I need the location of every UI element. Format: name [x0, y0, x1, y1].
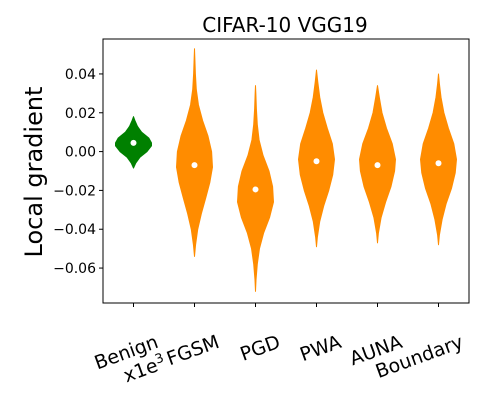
y-axis-ticks: 0.04 0.02 0.00 −0.02 −0.04 −0.06 [53, 67, 103, 277]
chart-title: CIFAR-10 VGG19 [202, 13, 367, 37]
y-tick-label: −0.06 [53, 261, 96, 277]
median-marker [435, 160, 442, 167]
x-tick-label: Benignx1e3 [92, 331, 169, 395]
violin-series-group [115, 48, 457, 292]
median-marker [313, 158, 320, 165]
median-marker [252, 186, 259, 193]
y-tick-label: 0.04 [65, 67, 96, 83]
y-axis-label: Local gradient [20, 87, 48, 258]
x-tick-label: FGSM [164, 331, 222, 370]
x-tick-label: PGD [237, 331, 283, 366]
y-tick-label: −0.02 [53, 183, 96, 199]
x-tick-label: PWA [297, 331, 344, 366]
y-tick-label: −0.04 [53, 222, 96, 238]
median-marker [130, 139, 137, 146]
y-tick-label: 0.00 [65, 145, 96, 161]
median-marker [374, 162, 381, 169]
violin-boundary [420, 73, 457, 246]
plot-frame [102, 38, 470, 304]
violin-fgsm [176, 48, 213, 257]
y-tick-label: 0.02 [65, 106, 96, 122]
median-marker [191, 162, 198, 169]
